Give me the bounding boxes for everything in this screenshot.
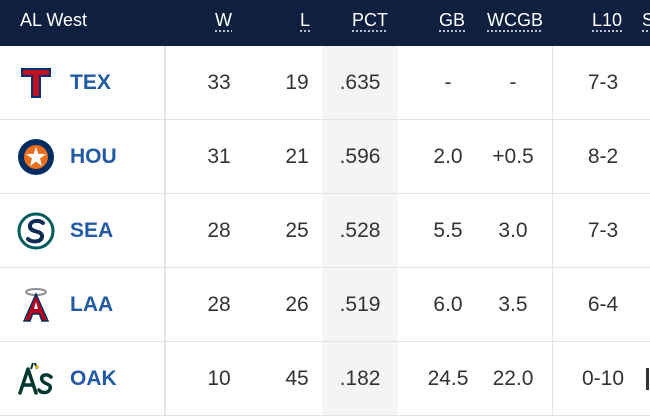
astros-logo-icon [18,139,54,175]
team-abbr[interactable]: LAA [70,293,114,316]
team-abbr[interactable]: HOU [70,145,117,168]
pct-cell: .182 [339,367,381,390]
table-row[interactable]: TEX 33 19 .635 - - 7-3 [0,46,650,120]
pct-column-bg [322,268,398,341]
losses-cell: 21 [285,145,309,168]
table-row[interactable]: LAA 28 26 .519 6.0 3.5 6-4 [0,268,650,342]
rangers-logo-icon [21,68,51,98]
column-divider [552,268,553,341]
wins-cell: 31 [207,145,231,168]
division-title: AL West [20,10,88,30]
l10-cell: 0-10 [581,367,625,390]
column-header-pct[interactable]: PCT [352,10,388,30]
team-abbr[interactable]: OAK [70,367,117,390]
gb-cell: 2.0 [433,145,463,168]
pct-column-bg [322,120,398,193]
gb-cell: 5.5 [433,219,463,242]
team-abbr[interactable]: TEX [70,71,111,94]
column-divider [552,342,553,415]
column-divider [552,120,553,193]
table-row[interactable]: HOU 31 21 .596 2.0 +0.5 8-2 [0,120,650,194]
gb-cell: - [444,71,452,94]
truncated-cell-glyph [646,368,649,390]
wins-cell: 10 [207,367,231,390]
wcgb-cell: 3.5 [498,293,528,316]
pct-column-bg [322,342,398,415]
team-cell[interactable]: SEA [0,194,166,267]
wcgb-cell: - [509,71,517,94]
pct-column-bg [322,194,398,267]
wcgb-cell: +0.5 [492,145,534,168]
losses-cell: 19 [285,71,309,94]
wcgb-cell: 22.0 [492,367,534,390]
l10-cell: 7-3 [587,219,619,242]
column-header-l10[interactable]: L10 [592,10,623,30]
pct-cell: .519 [339,293,381,316]
l10-cell: 6-4 [587,293,619,316]
team-cell[interactable]: OAK [0,342,166,415]
wins-cell: 28 [207,219,231,242]
column-header-wcgb[interactable]: WCGB [487,10,543,30]
team-cell[interactable]: LAA [0,268,166,341]
column-header-w[interactable]: W [215,10,232,30]
table-row[interactable]: SEA 28 25 .528 5.5 3.0 7-3 [0,194,650,268]
losses-cell: 25 [285,219,309,242]
team-cell[interactable]: HOU [0,120,166,193]
standings-header: AL West W L PCT GB WCGB L10 S [0,0,650,46]
column-header-gb[interactable]: GB [439,10,466,30]
column-header-next[interactable]: S [642,10,650,30]
table-row[interactable]: OAK 10 45 .182 24.5 22.0 0-10 [0,342,650,416]
l10-cell: 7-3 [587,71,619,94]
losses-cell: 45 [285,367,309,390]
column-divider [552,46,553,119]
team-abbr[interactable]: SEA [70,219,114,242]
athletics-logo-icon [18,362,53,395]
wcgb-cell: 3.0 [498,219,528,242]
mariners-logo-icon [17,212,55,250]
pct-cell: .635 [339,71,381,94]
gb-cell: 6.0 [433,293,463,316]
wins-cell: 28 [207,293,231,316]
wins-cell: 33 [207,71,231,94]
l10-cell: 8-2 [587,145,619,168]
losses-cell: 26 [285,293,309,316]
pct-column-bg [322,46,398,119]
column-divider [552,194,553,267]
pct-cell: .596 [339,145,381,168]
pct-cell: .528 [339,219,381,242]
column-header-l[interactable]: L [300,10,311,30]
team-cell[interactable]: TEX [0,46,166,119]
gb-cell: 24.5 [427,367,469,390]
angels-logo-icon [22,288,50,322]
